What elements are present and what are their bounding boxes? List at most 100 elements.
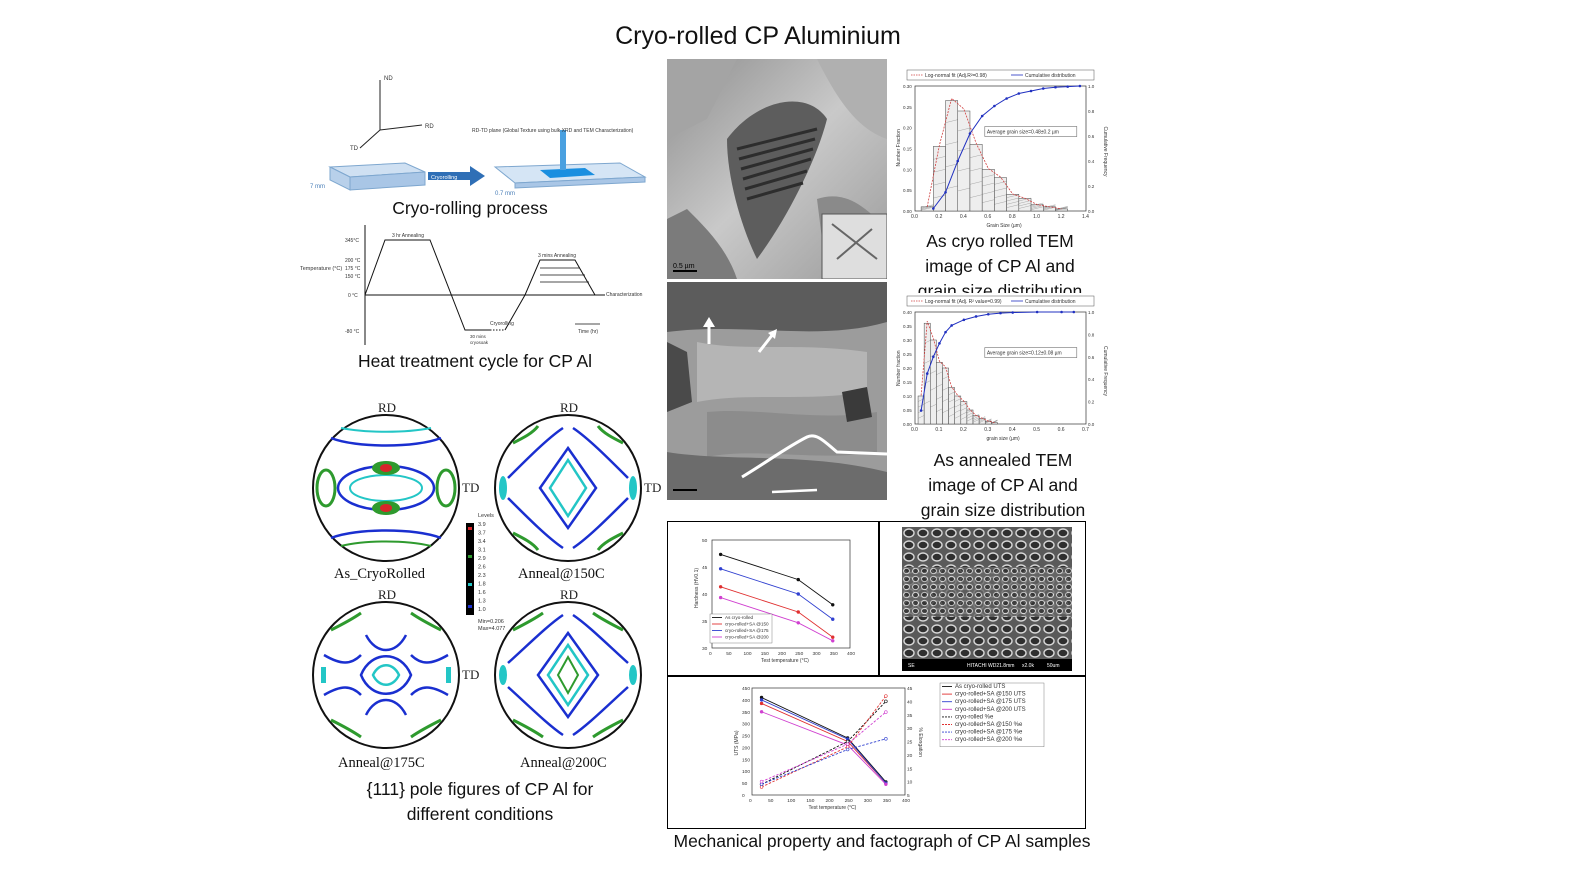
pf4-rd: RD (560, 587, 578, 602)
fracto-mode: SE (908, 663, 915, 669)
x-tick-label: 300 (813, 651, 821, 657)
bar-hatch (994, 181, 1007, 185)
plane-label: RD-TD plane (Global Texture using bulk X… (472, 128, 634, 134)
x-axis-title: grain size (µm) (987, 436, 1020, 442)
y-tick-label: 0.20 (903, 126, 912, 131)
caption-cryo-tem-line3: grain size distribution (917, 281, 1083, 293)
y-tick-label: 0.00 (903, 209, 912, 214)
pf2-name: Anneal@150C (518, 566, 605, 582)
bar-hatch (924, 360, 931, 364)
level-label: 3.1 (478, 548, 486, 554)
fracto-wd: HITACHI WD21.8mm (967, 663, 1014, 669)
tick-175: 175 °C (345, 266, 361, 272)
bar-hatch (936, 383, 943, 388)
x-tick-label: 0.1 (935, 427, 942, 433)
series-point (831, 617, 835, 621)
bar-hatch (994, 201, 1007, 205)
x-tick-label: 0 (709, 651, 712, 657)
legend-label: As cryo-rolled (725, 615, 754, 620)
bar-hatch (945, 141, 958, 145)
y-tick-label: 35 (702, 619, 708, 625)
x-tick-label: 0.6 (984, 214, 991, 220)
bar-hatch (979, 419, 986, 424)
y-tick-label: 0.25 (903, 352, 912, 357)
bar-hatch (1018, 202, 1032, 207)
x-tick-label: 0.3 (984, 427, 991, 433)
caption-cryo-tem-line1: As cryo rolled TEM (926, 231, 1074, 251)
levels-min: Min=0.206 (478, 619, 504, 625)
x-tick-label: 150 (806, 798, 814, 804)
bar-hatch (936, 408, 943, 412)
pole-figure-anneal-175: RD TD Anneal@175C (312, 587, 479, 770)
pole-figure-anneal-150: RD TD Anneal@150C (494, 400, 661, 582)
time-axis-label: Time (hr) (578, 329, 598, 335)
x-tick-label: 150 (761, 651, 769, 657)
y-tick-label: 200 (742, 745, 750, 751)
y2-tick-label: 40 (907, 699, 913, 705)
caption-annealed-tem-line1: As annealed TEM (933, 450, 1073, 470)
legend-box (906, 295, 1095, 307)
histogram-bar (1018, 198, 1032, 212)
series-point (884, 782, 888, 787)
series-point (796, 592, 800, 596)
fractograph-image: SE HITACHI WD21.8mm x2.0k 50um (902, 527, 1072, 671)
y-axis-title: Number Fraction (896, 129, 902, 166)
pf2-td: TD (644, 480, 661, 495)
series-point (884, 710, 888, 714)
y-axis-title: UTS (MPa) (734, 730, 740, 755)
bar-hatch (957, 187, 971, 192)
cryorolling-arrow (428, 166, 485, 186)
caption-mechanical: Mechanical property and factograph of CP… (673, 831, 1091, 851)
annotation-box (984, 126, 1078, 137)
bar-hatch (991, 419, 998, 424)
legend-label: cryo-rolled %e (955, 714, 994, 720)
cumulative-point (944, 330, 947, 334)
bar-hatch (957, 167, 971, 172)
uts-elongation-chart: 0 50 100 150 200 250 300 350 400 0 50 100 150 200 250 3… (734, 682, 1045, 811)
level-label: 1.3 (478, 599, 486, 605)
bar-hatch (936, 371, 943, 375)
level-label: 1.0 (478, 607, 486, 613)
caption-annealed-tem-line3: grain size distribution (920, 500, 1086, 520)
y-axis-title: Hardness (HV0.1) (694, 568, 700, 608)
histogram-bar (933, 146, 946, 212)
bar-hatch (1018, 200, 1032, 204)
series-point (831, 639, 835, 643)
x-tick-label: 0.0 (911, 214, 918, 220)
bar-hatch (942, 376, 949, 380)
legend-box (939, 682, 1045, 747)
heat-treatment-diagram: Temperature (°C) 345°C 200 °C 175 °C 150… (300, 225, 643, 345)
legend-label: cryo-rolled+SA @150 (725, 622, 769, 627)
y2-tick-label: 20 (907, 753, 913, 759)
level-label: 2.9 (478, 556, 486, 562)
x-tick-label: 50 (768, 798, 774, 804)
cryo-rolling-schematic: ND RD TD 7 mm Cryorolling RD-TD plane (G… (310, 76, 647, 197)
bar-hatch (1030, 206, 1044, 210)
bar-hatch (994, 187, 1007, 192)
bar-hatch (966, 409, 974, 413)
bar-hatch (1030, 205, 1044, 209)
bar-hatch (945, 119, 958, 123)
histogram-bar (981, 169, 995, 212)
x-tick-label: 300 (864, 798, 872, 804)
bar-hatch (942, 409, 949, 413)
y-tick-label: 0.10 (903, 394, 912, 399)
pf1-rd: RD (378, 400, 396, 415)
legend-fit-label: Log-normal fit (Adj.R²=0.98) (925, 73, 987, 79)
series-point (718, 567, 723, 571)
x-axis-title: Grain Size (µm) (987, 223, 1022, 229)
y2-tick-label: 0.4 (1088, 377, 1095, 382)
cumulative-point (1017, 92, 1021, 95)
series-point (759, 710, 764, 714)
y-tick-label: 40 (702, 592, 708, 598)
bar-hatch (948, 391, 955, 396)
soak-label-1: 30 mins (470, 334, 487, 339)
caption-cryo-rolling: Cryo-rolling process (392, 198, 548, 218)
bar-hatch (945, 185, 958, 190)
thickness-before: 7 mm (310, 184, 325, 190)
y2-tick-label: 1.0 (1088, 310, 1095, 315)
level-label: 3.7 (478, 531, 486, 537)
bar-hatch (994, 194, 1007, 198)
y2-tick-label: 10 (907, 780, 913, 786)
series-point (759, 779, 764, 784)
